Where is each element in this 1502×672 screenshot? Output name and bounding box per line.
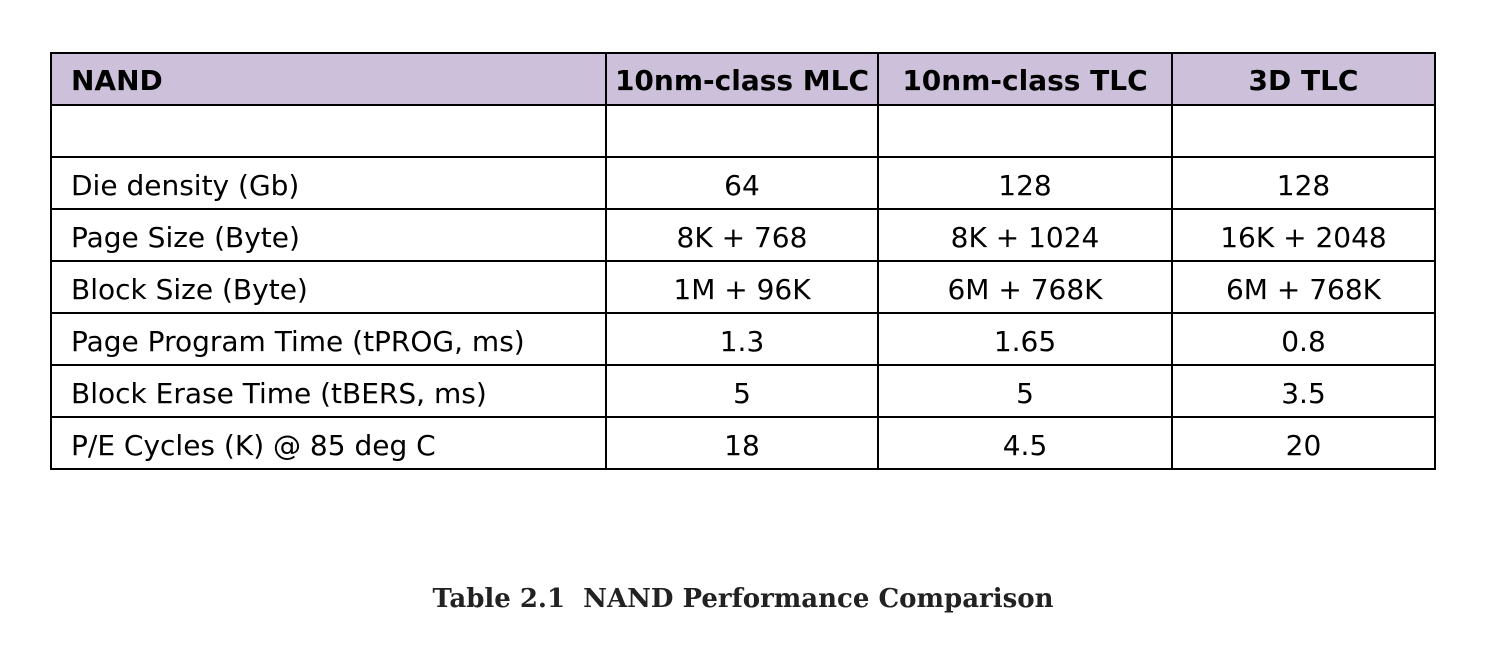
table-row-pe-cycles: P/E Cycles (K) @ 85 deg C 18 4.5 20 — [50, 416, 1436, 470]
row-label: P/E Cycles (K) @ 85 deg C — [50, 416, 607, 470]
cell-3d-tlc: 0.8 — [1171, 312, 1436, 366]
cell-3d-tlc: 3.5 — [1171, 364, 1436, 418]
cell-tlc: 1.65 — [877, 312, 1173, 366]
header-row: NAND 10nm-class MLC 10nm-class TLC 3D TL… — [50, 52, 1436, 106]
table-row-block-size: Block Size (Byte) 1M + 96K 6M + 768K 6M … — [50, 260, 1436, 314]
table-row-block-erase-time: Block Erase Time (tBERS, ms) 5 5 3.5 — [50, 364, 1436, 418]
cell-mlc — [605, 104, 879, 158]
cell-mlc: 5 — [605, 364, 879, 418]
row-label: Page Size (Byte) — [50, 208, 607, 262]
row-label: Page Program Time (tPROG, ms) — [50, 312, 607, 366]
row-label: Die density (Gb) — [50, 156, 607, 210]
cell-3d-tlc: 16K + 2048 — [1171, 208, 1436, 262]
table-row-page-program-time: Page Program Time (tPROG, ms) 1.3 1.65 0… — [50, 312, 1436, 366]
table-row-die-density: Die density (Gb) 64 128 128 — [50, 156, 1436, 210]
cell-tlc: 8K + 1024 — [877, 208, 1173, 262]
cell-tlc: 6M + 768K — [877, 260, 1173, 314]
row-label: Block Erase Time (tBERS, ms) — [50, 364, 607, 418]
cell-mlc: 18 — [605, 416, 879, 470]
cell-3d-tlc: 20 — [1171, 416, 1436, 470]
nand-comparison-table: NAND 10nm-class MLC 10nm-class TLC 3D TL… — [50, 52, 1436, 470]
cell-mlc: 1M + 96K — [605, 260, 879, 314]
header-10nm-mlc: 10nm-class MLC — [605, 52, 879, 106]
cell-tlc: 5 — [877, 364, 1173, 418]
row-label: Block Size (Byte) — [50, 260, 607, 314]
cell-tlc: 4.5 — [877, 416, 1173, 470]
row-label — [50, 104, 607, 158]
header-3d-tlc: 3D TLC — [1171, 52, 1436, 106]
header-nand: NAND — [50, 52, 607, 106]
table-caption: Table 2.1 NAND Performance Comparison — [432, 584, 1054, 614]
cell-3d-tlc: 6M + 768K — [1171, 260, 1436, 314]
cell-mlc: 64 — [605, 156, 879, 210]
header-10nm-tlc: 10nm-class TLC — [877, 52, 1173, 106]
cell-tlc — [877, 104, 1173, 158]
cell-mlc: 1.3 — [605, 312, 879, 366]
cell-tlc: 128 — [877, 156, 1173, 210]
cell-mlc: 8K + 768 — [605, 208, 879, 262]
table-row-page-size: Page Size (Byte) 8K + 768 8K + 1024 16K … — [50, 208, 1436, 262]
cell-3d-tlc: 128 — [1171, 156, 1436, 210]
table-row-empty — [50, 104, 1436, 158]
cell-3d-tlc — [1171, 104, 1436, 158]
